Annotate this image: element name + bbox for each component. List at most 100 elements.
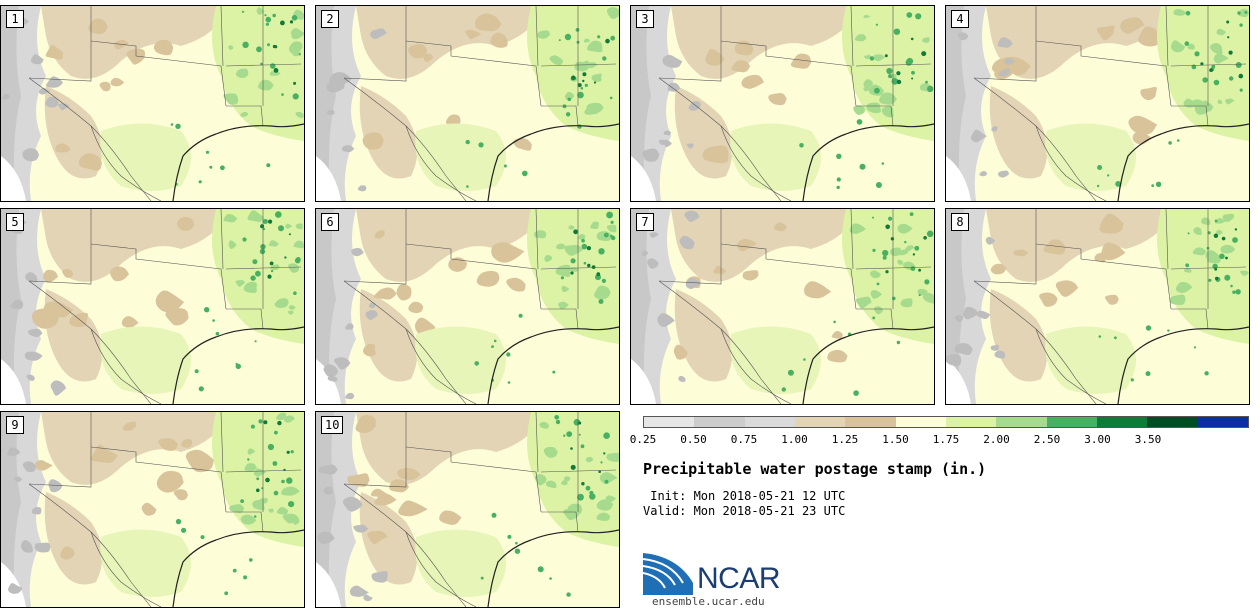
- green-blob: [1225, 98, 1235, 105]
- grey-blob: [688, 101, 701, 111]
- green-spot: [586, 246, 591, 251]
- colorbar-segment: [1046, 417, 1097, 427]
- tan-blob: [827, 349, 848, 363]
- moist-region: [527, 209, 619, 344]
- green-spot: [288, 233, 291, 236]
- state-border: [850, 209, 854, 270]
- moist-region: [415, 326, 506, 394]
- green-blob: [295, 111, 304, 118]
- precip-water-map: [946, 6, 1249, 201]
- tan-blob: [1100, 213, 1124, 234]
- state-border: [225, 266, 302, 270]
- green-spot: [610, 35, 616, 41]
- tan-blob: [185, 449, 214, 473]
- green-spot: [291, 15, 298, 21]
- green-spot: [925, 80, 928, 84]
- green-spot: [198, 386, 204, 392]
- grey-blob: [6, 447, 21, 456]
- green-blob: [556, 243, 565, 250]
- green-blob: [1193, 227, 1202, 235]
- green-blob: [1214, 217, 1226, 224]
- green-spot: [1209, 68, 1213, 72]
- tan-blob: [43, 269, 58, 283]
- ncar-logo-icon[interactable]: [643, 553, 793, 595]
- precip-water-map: [946, 209, 1249, 404]
- coastline: [487, 123, 619, 201]
- green-spot: [603, 432, 610, 439]
- green-spot: [260, 224, 265, 229]
- tan-blob: [55, 143, 71, 153]
- member-number: 10: [321, 416, 344, 434]
- grey-blob: [317, 531, 335, 544]
- green-spot: [242, 41, 249, 48]
- member-panel-4[interactable]: 4: [945, 5, 1250, 202]
- state-border: [226, 308, 264, 330]
- green-spot: [266, 163, 271, 168]
- tan-blob: [99, 81, 111, 92]
- grey-blob: [351, 247, 364, 257]
- member-panel-2[interactable]: 2: [315, 5, 620, 202]
- grey-blob: [642, 148, 660, 162]
- colorbar-tick-label: 2.50: [1033, 433, 1061, 446]
- member-panel-3[interactable]: 3: [630, 5, 935, 202]
- tan-region: [986, 209, 1176, 282]
- grey-blob: [641, 250, 649, 257]
- green-spot: [194, 369, 199, 374]
- member-panel-7[interactable]: 7: [630, 208, 935, 405]
- dry-region: [316, 412, 336, 607]
- site-url[interactable]: ensemble.ucar.edu: [652, 595, 765, 608]
- precip-water-map: [1, 209, 304, 404]
- member-panel-6[interactable]: 6: [315, 208, 620, 405]
- green-blob: [855, 296, 872, 309]
- colorbar-segment: [1147, 417, 1198, 427]
- precip-water-map: [631, 6, 934, 201]
- green-spot: [591, 265, 596, 269]
- state-border: [343, 6, 407, 82]
- member-panel-1[interactable]: 1: [0, 5, 305, 202]
- green-spot: [170, 123, 174, 126]
- tan-region: [41, 412, 231, 485]
- green-blob: [544, 255, 553, 263]
- green-spot: [1098, 335, 1102, 338]
- member-panel-8[interactable]: 8: [945, 208, 1250, 405]
- green-spot: [1208, 278, 1212, 282]
- green-blob: [1183, 98, 1195, 108]
- green-spot: [220, 165, 225, 171]
- moist-region: [527, 412, 619, 547]
- green-blob: [1213, 53, 1229, 64]
- green-spot: [896, 71, 901, 76]
- green-blob: [269, 71, 281, 76]
- green-blob: [228, 97, 234, 102]
- member-panel-10[interactable]: 10: [315, 411, 620, 608]
- green-spot: [886, 67, 893, 75]
- green-blob: [240, 111, 249, 117]
- state-border: [405, 531, 477, 607]
- member-panel-5[interactable]: 5: [0, 208, 305, 405]
- green-spot: [872, 216, 874, 219]
- green-spot: [277, 420, 282, 426]
- green-spot: [859, 163, 866, 170]
- tan-blob: [831, 330, 843, 339]
- colorbar-tick-label: 2.00: [983, 433, 1010, 446]
- green-spot: [272, 461, 278, 466]
- state-border: [225, 63, 302, 67]
- green-spot: [1219, 253, 1225, 260]
- green-blob: [563, 476, 571, 482]
- tan-blob: [1039, 292, 1058, 307]
- dry-region: [631, 156, 656, 201]
- tan-blob: [1094, 252, 1106, 263]
- green-blob: [866, 102, 881, 114]
- state-border: [90, 531, 162, 607]
- green-spot: [582, 79, 585, 83]
- grey-blob: [38, 87, 51, 95]
- green-spot: [478, 142, 484, 148]
- green-spot: [581, 482, 585, 486]
- grey-blob: [657, 313, 675, 327]
- dry-region: [316, 562, 341, 607]
- grey-blob: [686, 143, 694, 149]
- green-spot: [273, 68, 279, 73]
- green-spot: [896, 79, 902, 85]
- green-blob: [917, 288, 929, 296]
- member-panel-9[interactable]: 9: [0, 411, 305, 608]
- green-spot: [875, 182, 882, 188]
